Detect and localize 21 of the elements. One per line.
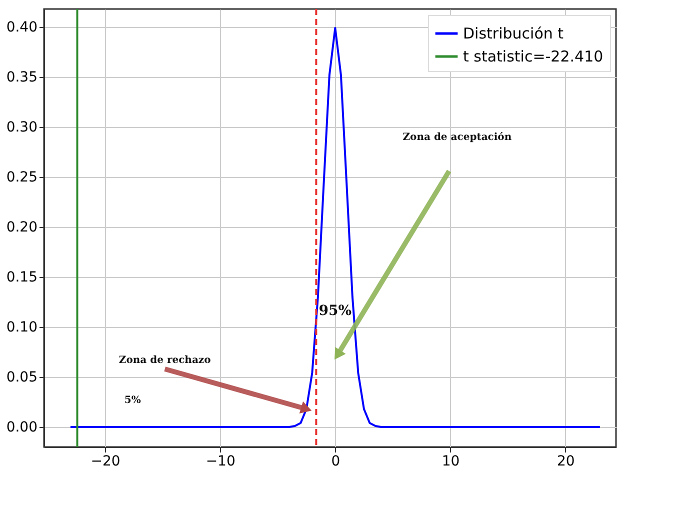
annotation: Zona de rechazo (118, 355, 212, 366)
x-tick-label: 0 (331, 454, 340, 470)
annotation: 95% (318, 303, 352, 319)
annotation: Zona de aceptación (402, 132, 512, 143)
legend-label: t statistic=-22.410 (463, 48, 604, 66)
y-tick-label: 0.15 (6, 270, 38, 286)
y-tick-label: 0.20 (6, 220, 38, 236)
x-tick-label: 20 (556, 454, 575, 470)
legend-label: Distribución t (463, 24, 564, 42)
y-tick-label: 0.00 (6, 420, 38, 436)
x-tick-label: −20 (90, 454, 120, 470)
y-tick-label: 0.35 (6, 70, 38, 86)
x-tick-label: 10 (442, 454, 460, 470)
y-tick-label: 0.05 (6, 370, 38, 386)
line-series (69, 27, 601, 428)
y-tick-label: 0.10 (6, 320, 38, 336)
y-tick-label: 0.25 (6, 170, 38, 186)
y-tick-label: 0.30 (6, 120, 38, 136)
x-tick-label: −10 (206, 454, 236, 470)
annotation: 5% (124, 395, 142, 406)
y-tick-label: 0.40 (6, 20, 38, 36)
